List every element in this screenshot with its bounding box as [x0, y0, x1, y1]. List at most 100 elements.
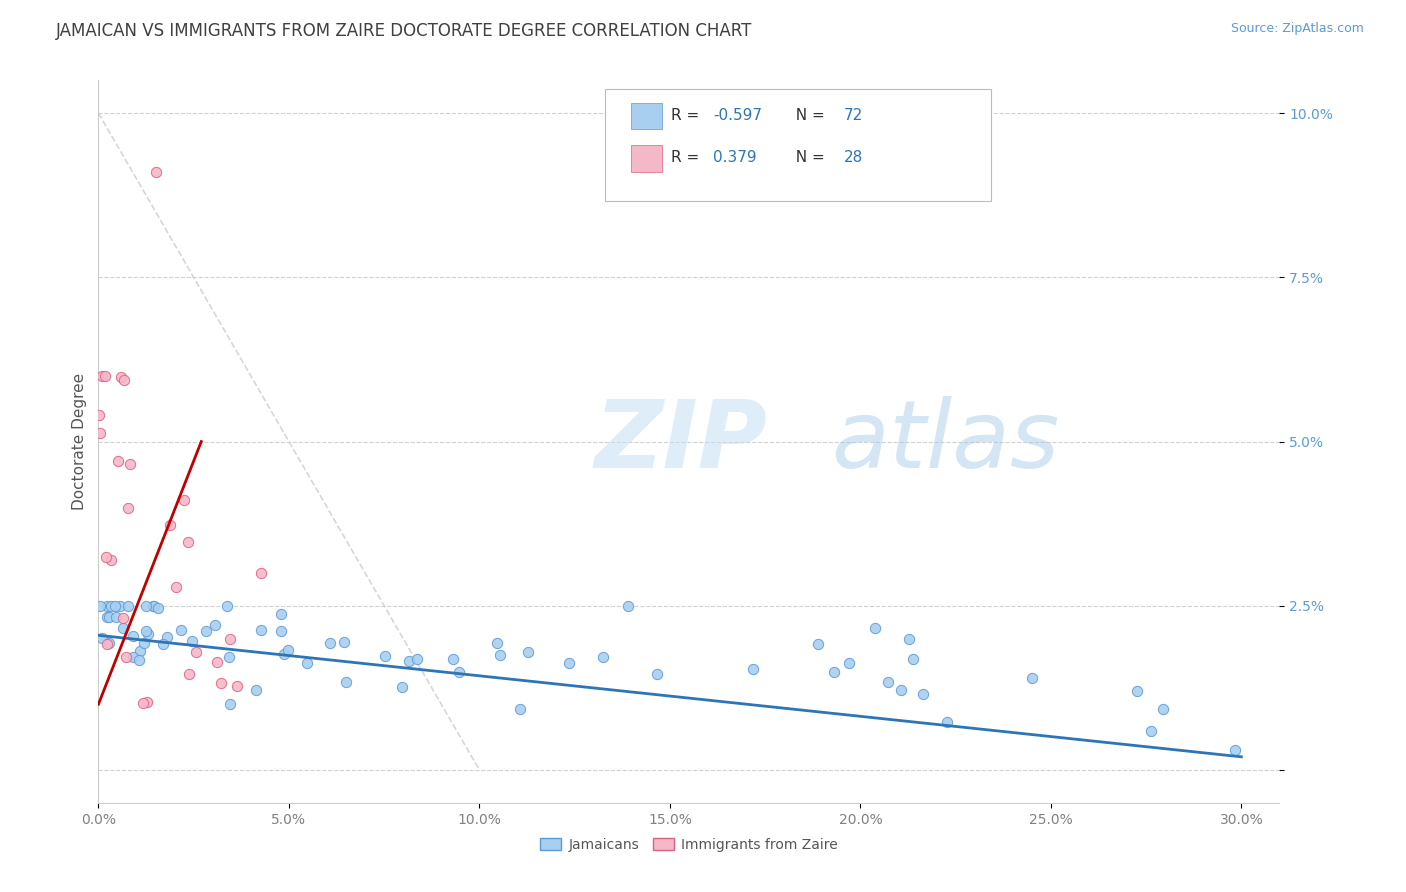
Point: [87, 409, 110, 423]
Point: [129, 644, 152, 658]
Point: [184, 645, 207, 659]
Point: [558, 656, 581, 670]
Point: [97, 636, 120, 650]
Point: [335, 674, 357, 689]
Point: [449, 665, 471, 679]
Point: [877, 675, 900, 690]
Text: R =: R =: [671, 151, 709, 165]
Point: [165, 580, 187, 594]
Point: [374, 649, 396, 664]
Point: [136, 627, 159, 641]
Point: [121, 650, 143, 665]
Point: [121, 629, 143, 643]
Point: [936, 714, 959, 729]
Point: [135, 599, 157, 613]
Point: [96, 610, 118, 624]
Point: [863, 621, 886, 635]
Point: [250, 624, 273, 638]
Text: Source: ZipAtlas.com: Source: ZipAtlas.com: [1230, 22, 1364, 36]
Legend: Jamaicans, Immigrants from Zaire: Jamaicans, Immigrants from Zaire: [534, 832, 844, 857]
Point: [1126, 683, 1149, 698]
Point: [215, 599, 238, 613]
Point: [107, 453, 129, 467]
Point: [209, 675, 232, 690]
Point: [142, 599, 165, 613]
Point: [270, 624, 292, 638]
Point: [332, 635, 354, 649]
Point: [94, 369, 117, 384]
Text: N =: N =: [786, 151, 830, 165]
Point: [152, 637, 174, 651]
Point: [170, 623, 193, 637]
Text: N =: N =: [786, 108, 830, 122]
Point: [104, 610, 127, 624]
Point: [94, 549, 117, 564]
Point: [741, 663, 763, 677]
Point: [517, 645, 540, 659]
Point: [181, 633, 204, 648]
Point: [115, 649, 138, 664]
Point: [218, 698, 240, 712]
Point: [100, 553, 122, 567]
Point: [156, 630, 179, 644]
Point: [132, 696, 155, 710]
Point: [104, 599, 127, 613]
Point: [489, 648, 512, 662]
Point: [617, 599, 640, 613]
Point: [177, 535, 200, 549]
Text: 0.379: 0.379: [713, 151, 756, 165]
Point: [645, 666, 668, 681]
Text: atlas: atlas: [831, 396, 1059, 487]
Point: [142, 599, 165, 613]
Point: [90, 368, 112, 383]
Point: [110, 369, 132, 384]
Point: [146, 601, 169, 615]
Point: [270, 607, 292, 621]
Point: [136, 694, 159, 708]
Point: [89, 425, 111, 440]
Point: [177, 667, 200, 681]
Point: [441, 652, 464, 666]
Point: [112, 373, 135, 387]
Point: [1140, 724, 1163, 739]
Point: [1021, 671, 1043, 685]
Point: [838, 656, 860, 670]
Point: [509, 701, 531, 715]
Point: [97, 609, 120, 624]
Point: [128, 653, 150, 667]
Point: [90, 632, 112, 646]
Point: [159, 518, 181, 533]
Text: -0.597: -0.597: [713, 108, 762, 122]
Point: [135, 624, 157, 638]
Point: [890, 682, 912, 697]
Point: [245, 682, 267, 697]
Point: [823, 665, 845, 679]
Point: [901, 651, 924, 665]
Point: [117, 599, 139, 613]
Point: [204, 618, 226, 632]
Point: [112, 621, 135, 635]
Point: [911, 687, 934, 701]
Point: [111, 611, 134, 625]
Text: 72: 72: [844, 108, 863, 122]
Point: [117, 501, 139, 516]
Point: [318, 636, 340, 650]
Text: JAMAICAN VS IMMIGRANTS FROM ZAIRE DOCTORATE DEGREE CORRELATION CHART: JAMAICAN VS IMMIGRANTS FROM ZAIRE DOCTOR…: [56, 22, 752, 40]
Point: [295, 656, 318, 670]
Point: [406, 652, 429, 666]
Point: [96, 599, 118, 613]
Point: [486, 636, 509, 650]
Point: [277, 643, 299, 657]
Text: R =: R =: [671, 108, 704, 122]
Point: [96, 637, 118, 651]
Point: [1152, 702, 1174, 716]
Point: [207, 655, 229, 669]
Point: [398, 654, 420, 668]
Point: [219, 632, 242, 646]
Point: [173, 492, 195, 507]
Point: [897, 632, 920, 646]
Point: [250, 566, 273, 581]
Text: 28: 28: [844, 151, 863, 165]
Point: [273, 647, 295, 661]
Point: [145, 165, 167, 179]
